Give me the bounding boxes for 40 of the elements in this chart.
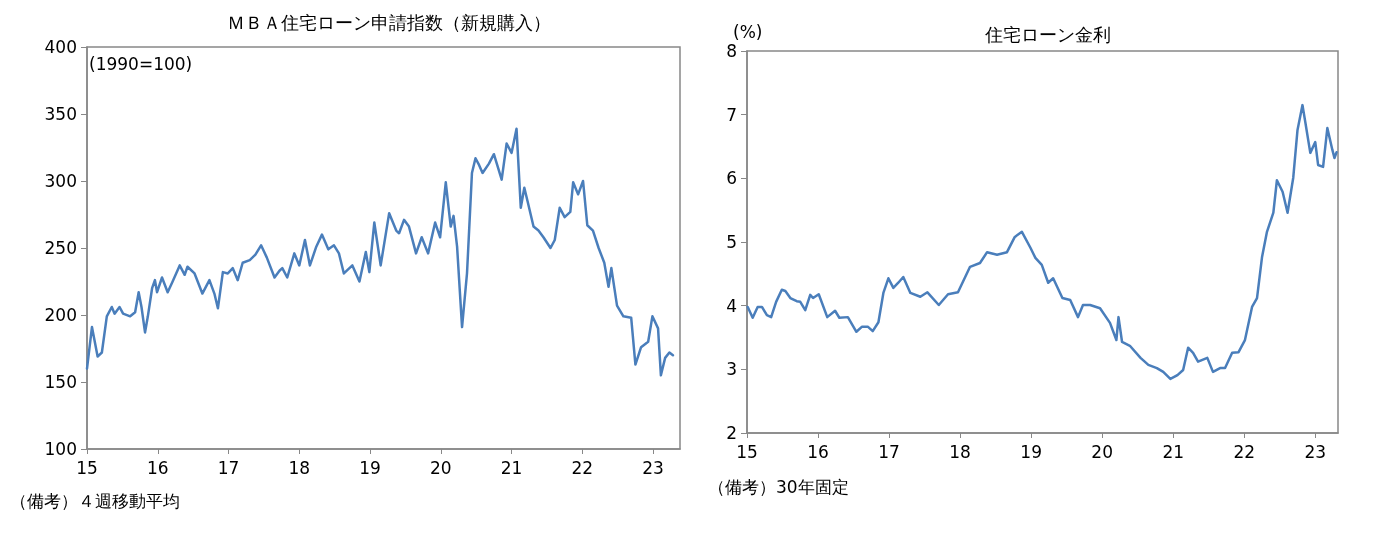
x-tick-label: 18 bbox=[949, 441, 971, 462]
y-tick-label: 400 bbox=[44, 37, 77, 57]
y-tick-label: 300 bbox=[44, 171, 77, 191]
y-tick-label: 3 bbox=[726, 359, 737, 380]
x-tick-label: 20 bbox=[430, 457, 452, 478]
x-tick-label: 17 bbox=[878, 441, 900, 462]
y-tick-label: 6 bbox=[726, 168, 737, 189]
x-tick-label: 21 bbox=[500, 457, 523, 478]
y-tick-label: 250 bbox=[44, 238, 77, 258]
text: （備考）30年固定 bbox=[708, 476, 849, 499]
text: （備考）４週移動平均 bbox=[10, 490, 180, 513]
y-tick-label: 100 bbox=[44, 439, 77, 459]
line-series bbox=[85, 127, 675, 377]
x-tick-label: 16 bbox=[807, 441, 829, 462]
x-tick-label: 18 bbox=[288, 457, 311, 478]
chart-title: 住宅ローン金利 bbox=[983, 23, 1111, 45]
x-tick-label: 23 bbox=[642, 457, 664, 478]
y-tick-label: 350 bbox=[44, 104, 77, 124]
x-tick-label: 22 bbox=[571, 457, 594, 478]
x-tick-label: 22 bbox=[1233, 441, 1256, 462]
y-axis-title: (1990=100) bbox=[89, 53, 193, 74]
x-tick-label: 21 bbox=[1162, 441, 1185, 462]
x-tick-label: 15 bbox=[76, 457, 98, 478]
y-tick-label: 150 bbox=[44, 372, 77, 392]
x-tick-label: 17 bbox=[217, 457, 240, 478]
y-tick-label: 5 bbox=[726, 232, 737, 252]
x-tick-label: 19 bbox=[359, 457, 381, 478]
y-tick-label: 200 bbox=[44, 305, 77, 325]
y-tick-label: 2 bbox=[726, 423, 737, 443]
chart-title: ＭＢＡ住宅ローン申請指数（新規購入） bbox=[226, 11, 551, 33]
y-tick-label: 8 bbox=[726, 41, 737, 61]
x-tick-label: 15 bbox=[736, 441, 758, 462]
x-tick-label: 20 bbox=[1091, 441, 1113, 462]
x-tick-label: 16 bbox=[146, 457, 169, 478]
line-series bbox=[746, 103, 1338, 381]
y-tick-label: 7 bbox=[726, 104, 737, 125]
y-axis-title: (%) bbox=[733, 21, 763, 42]
x-tick-label: 19 bbox=[1020, 441, 1042, 462]
x-tick-label: 23 bbox=[1304, 441, 1327, 462]
y-tick-label: 4 bbox=[726, 295, 737, 316]
